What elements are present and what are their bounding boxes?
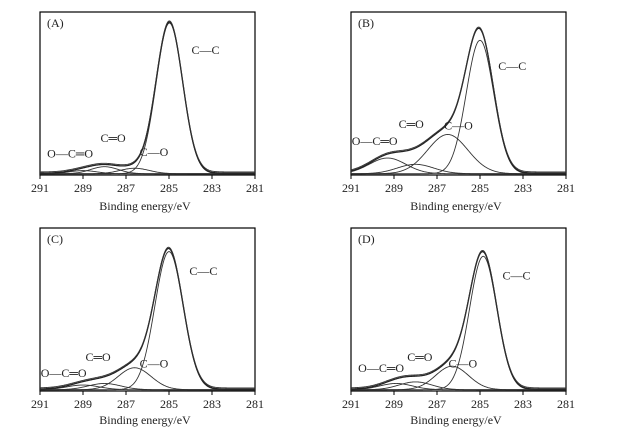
series-oco-peak (350, 383, 566, 391)
peak-annotation: C—C (189, 264, 217, 278)
x-axis-label: Binding energy/eV (99, 199, 191, 213)
plot-frame (39, 11, 256, 176)
series-co-peak (350, 163, 566, 175)
peak-annotation: C═O (399, 117, 425, 131)
panel-label: (A) (47, 16, 64, 30)
x-tick-label: 281 (246, 181, 264, 195)
x-tick-label: 289 (74, 397, 92, 411)
x-tick-label: 287 (428, 181, 446, 195)
x-tick-label: 291 (342, 181, 360, 195)
x-tick-label: 281 (246, 397, 264, 411)
x-tick-label: 291 (31, 397, 49, 411)
x-tick-label: 287 (117, 181, 135, 195)
series-oco-peak (40, 170, 255, 175)
x-axis-label: Binding energy/eV (410, 413, 502, 427)
x-axis-label: Binding energy/eV (410, 199, 502, 213)
panel-c: (C) 291 289 287 285 283 281 C—C C═O C—O O—C═O Bin… (31, 227, 264, 427)
envelope-curve (350, 27, 566, 174)
plot-area: 291 289 287 285 283 281 C—C C═O C—O O—C═O (342, 227, 575, 411)
x-tick-label: 289 (385, 397, 403, 411)
peak-annotation: C—C (192, 43, 220, 57)
x-tick-label: 281 (557, 397, 575, 411)
x-tick-label: 283 (514, 181, 532, 195)
panel-d: (D) 291 289 287 285 283 281 C—C C═O C—O O—C═O Bin… (342, 227, 575, 427)
x-tick-label: 289 (385, 181, 403, 195)
x-tick-label: 291 (342, 397, 360, 411)
x-tick-label: 287 (117, 397, 135, 411)
peak-annotation: O—C═O (41, 366, 87, 380)
plot-frame (39, 227, 256, 392)
fit-curve (40, 20, 255, 173)
plot-frame (350, 227, 567, 392)
series-cc-peak (351, 39, 566, 175)
panel-label: (B) (358, 16, 374, 30)
peak-annotation: C—O (140, 145, 169, 159)
series-oco-peak (39, 384, 255, 391)
peak-annotation: C═O (407, 350, 433, 364)
x-tick-label: 287 (428, 397, 446, 411)
peak-annotation: O—C═O (358, 361, 404, 375)
x-tick-label: 281 (557, 181, 575, 195)
peak-annotation: C═O (85, 350, 111, 364)
plot-area: 291 289 287 285 283 281 C—C C═O C—O O—C═O (342, 11, 575, 195)
peak-annotation: C—O (444, 118, 473, 132)
peak-annotation: C—C (498, 59, 526, 73)
plot-area: 291 289 287 285 283 281 C—C C═O C—O O—C═O (31, 227, 264, 411)
series-oco-peak (350, 157, 566, 175)
panel-b: (B) 291 289 287 285 283 281 C—C C═O C—O O—C═O Bin… (342, 11, 575, 213)
x-tick-label: 283 (203, 181, 221, 195)
fit-curve (39, 246, 255, 389)
x-tick-label: 285 (160, 181, 178, 195)
fit-curve (350, 249, 566, 389)
x-tick-label: 291 (31, 181, 49, 195)
fit-curve (350, 26, 566, 173)
panel-label: (C) (47, 232, 63, 246)
panel-label: (D) (358, 232, 375, 246)
peak-annotation: C—O (448, 356, 477, 370)
x-tick-label: 283 (203, 397, 221, 411)
x-tick-label: 285 (471, 397, 489, 411)
x-tick-label: 285 (471, 181, 489, 195)
x-tick-label: 283 (514, 397, 532, 411)
panel-a: (A) 291 289 287 285 283 281 C—C C═O C—O O—C═O Bin… (31, 11, 264, 213)
peak-annotation: C═O (101, 131, 127, 145)
x-tick-label: 289 (74, 181, 92, 195)
peak-annotation: O—C═O (47, 147, 93, 161)
plot-area: 291 289 287 285 283 281 C—C C═O C—O O—C═O (31, 11, 264, 195)
peak-annotation: C—C (503, 269, 531, 283)
x-axis-label: Binding energy/eV (99, 413, 191, 427)
peak-annotation: O—C═O (352, 134, 398, 148)
peak-annotation: C—O (140, 356, 169, 370)
x-tick-label: 285 (160, 397, 178, 411)
plot-frame (350, 11, 567, 176)
